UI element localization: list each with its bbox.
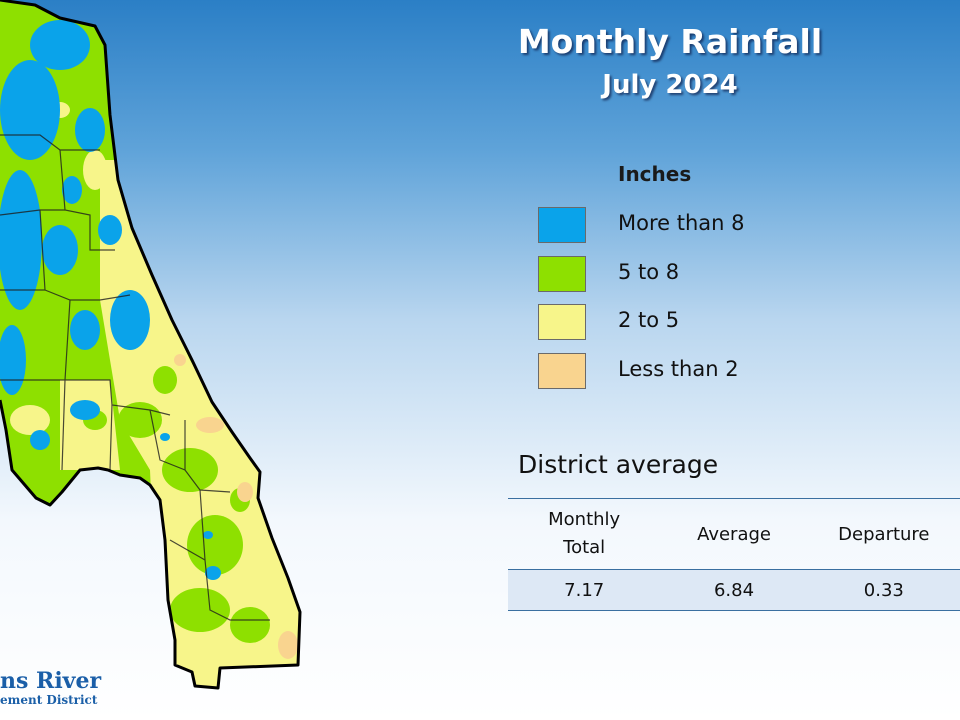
map-subtitle: July 2024: [602, 70, 738, 100]
header-average: Average: [660, 498, 808, 570]
logo-text-line1: ns River: [0, 668, 102, 694]
district-average-table: Monthly Total Average Departure 7.17 6.8…: [508, 498, 960, 611]
header-departure: Departure: [807, 498, 960, 570]
legend-label: More than 8: [618, 211, 745, 235]
value-departure: 0.33: [807, 569, 960, 611]
legend-swatch: [538, 256, 586, 292]
legend-title: Inches: [618, 162, 692, 186]
legend-label: 2 to 5: [618, 308, 680, 332]
legend-label: Less than 2: [618, 357, 739, 381]
map-title: Monthly Rainfall: [517, 22, 823, 61]
logo-text-line2: ement District: [0, 693, 98, 707]
table-row: 7.17 6.84 0.33: [508, 569, 960, 611]
table-header-row: Monthly Total Average Departure: [508, 498, 960, 570]
header-monthly-total: Monthly Total: [508, 498, 661, 570]
value-monthly-total: 7.17: [508, 569, 661, 611]
value-average: 6.84: [660, 569, 808, 611]
legend-swatch: [538, 304, 586, 340]
legend-label: 5 to 8: [618, 260, 680, 284]
legend-swatch: [538, 207, 586, 243]
district-average-title: District average: [518, 450, 719, 479]
legend-swatch: [538, 353, 586, 389]
